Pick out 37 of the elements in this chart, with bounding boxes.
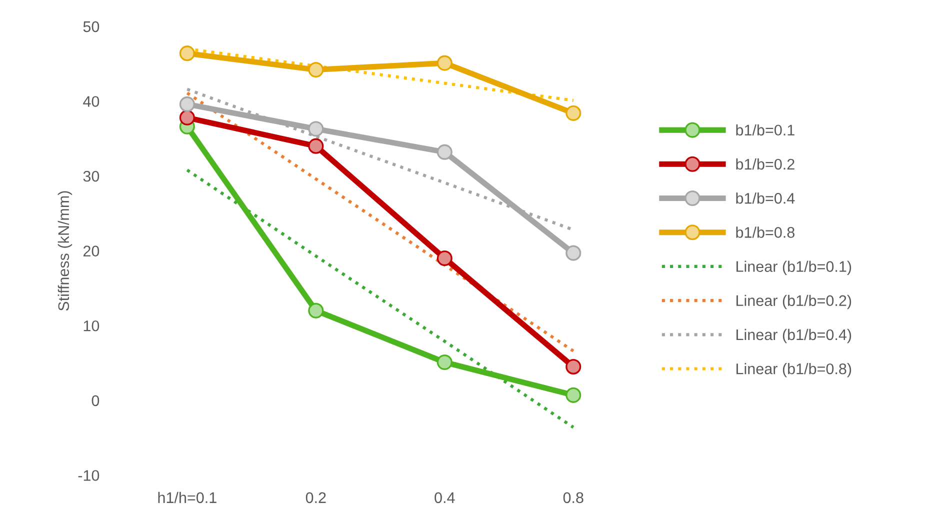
legend-label: Linear (b1/b=0.2) bbox=[736, 294, 852, 310]
point bbox=[566, 387, 582, 403]
point bbox=[566, 245, 582, 261]
legend-label: b1/b=0.8 bbox=[736, 226, 794, 238]
legend-label: Linear (b1/b=0.8) bbox=[736, 363, 852, 378]
point bbox=[436, 250, 452, 266]
y-tick-label: 40 bbox=[83, 96, 100, 107]
y-tick-label: 20 bbox=[83, 246, 100, 256]
x-tick-label: 0.4 bbox=[434, 492, 455, 504]
point bbox=[436, 354, 452, 370]
point bbox=[179, 110, 195, 126]
y-tick-label: 30 bbox=[83, 170, 100, 182]
point bbox=[308, 138, 324, 154]
legend-label: b1/b=0.1 bbox=[736, 124, 794, 136]
point bbox=[566, 358, 582, 375]
legend-label: Linear (b1/b=0.4) bbox=[736, 328, 852, 344]
point bbox=[308, 302, 324, 318]
line-series bbox=[186, 91, 575, 353]
point bbox=[436, 144, 452, 160]
legend-label: b1/b=0.2 bbox=[736, 158, 794, 170]
x-tick-label: h1/h=0.1 bbox=[158, 492, 216, 504]
legend-label: b1/b=0.4 bbox=[736, 192, 795, 204]
y-axis-title: Stiffness (kN/mm) bbox=[58, 191, 72, 311]
line-series bbox=[186, 168, 575, 429]
point bbox=[436, 55, 452, 71]
point bbox=[179, 96, 195, 112]
y-tick-label: -10 bbox=[78, 470, 100, 481]
point bbox=[308, 121, 324, 137]
y-tick-label: 10 bbox=[84, 320, 100, 332]
x-tick-label: 0.2 bbox=[306, 492, 326, 504]
y-tick-label: 0 bbox=[92, 395, 100, 406]
legend-label: Linear (b1/b=0.1) bbox=[736, 260, 852, 275]
y-tick-label: 50 bbox=[83, 21, 100, 32]
point bbox=[308, 62, 324, 78]
point bbox=[566, 105, 582, 121]
point bbox=[179, 46, 195, 62]
x-tick-label: 0.8 bbox=[563, 492, 584, 504]
